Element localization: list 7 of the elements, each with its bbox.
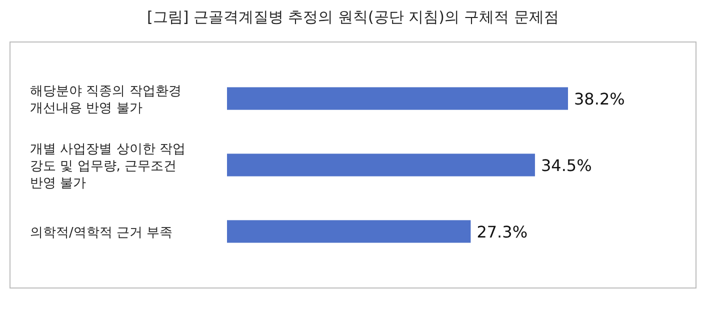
chart-title: [그림] 근골격계질병 추정의 원칙(공단 지침)의 구체적 문제점 <box>146 8 560 26</box>
data-label: 38.2% <box>574 90 625 109</box>
data-label: 34.5% <box>540 156 592 175</box>
y-tick-label: 개별 사업장별 상이한 작업강도 및 업무량, 근무조건 반영 불가 <box>30 142 186 191</box>
y-tick-label: 해당분야 직종의 작업환경 개선내용 반영 불가 <box>30 84 186 116</box>
y-tick-label: 의학적/역학적 근거 부족 <box>30 225 173 240</box>
data-label: 27.3% <box>476 222 528 242</box>
